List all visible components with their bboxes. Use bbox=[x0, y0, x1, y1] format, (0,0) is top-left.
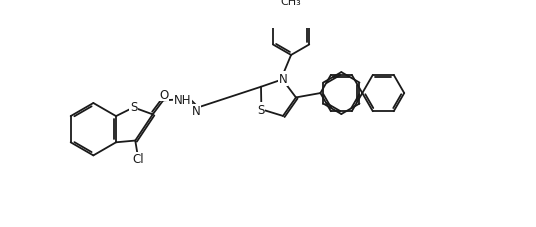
Text: CH₃: CH₃ bbox=[281, 0, 301, 7]
Text: S: S bbox=[130, 101, 137, 114]
Text: Cl: Cl bbox=[132, 153, 144, 166]
Text: S: S bbox=[257, 103, 264, 116]
Text: NH: NH bbox=[174, 94, 191, 106]
Text: N: N bbox=[279, 73, 288, 86]
Text: O: O bbox=[159, 88, 169, 101]
Text: N: N bbox=[192, 105, 201, 118]
